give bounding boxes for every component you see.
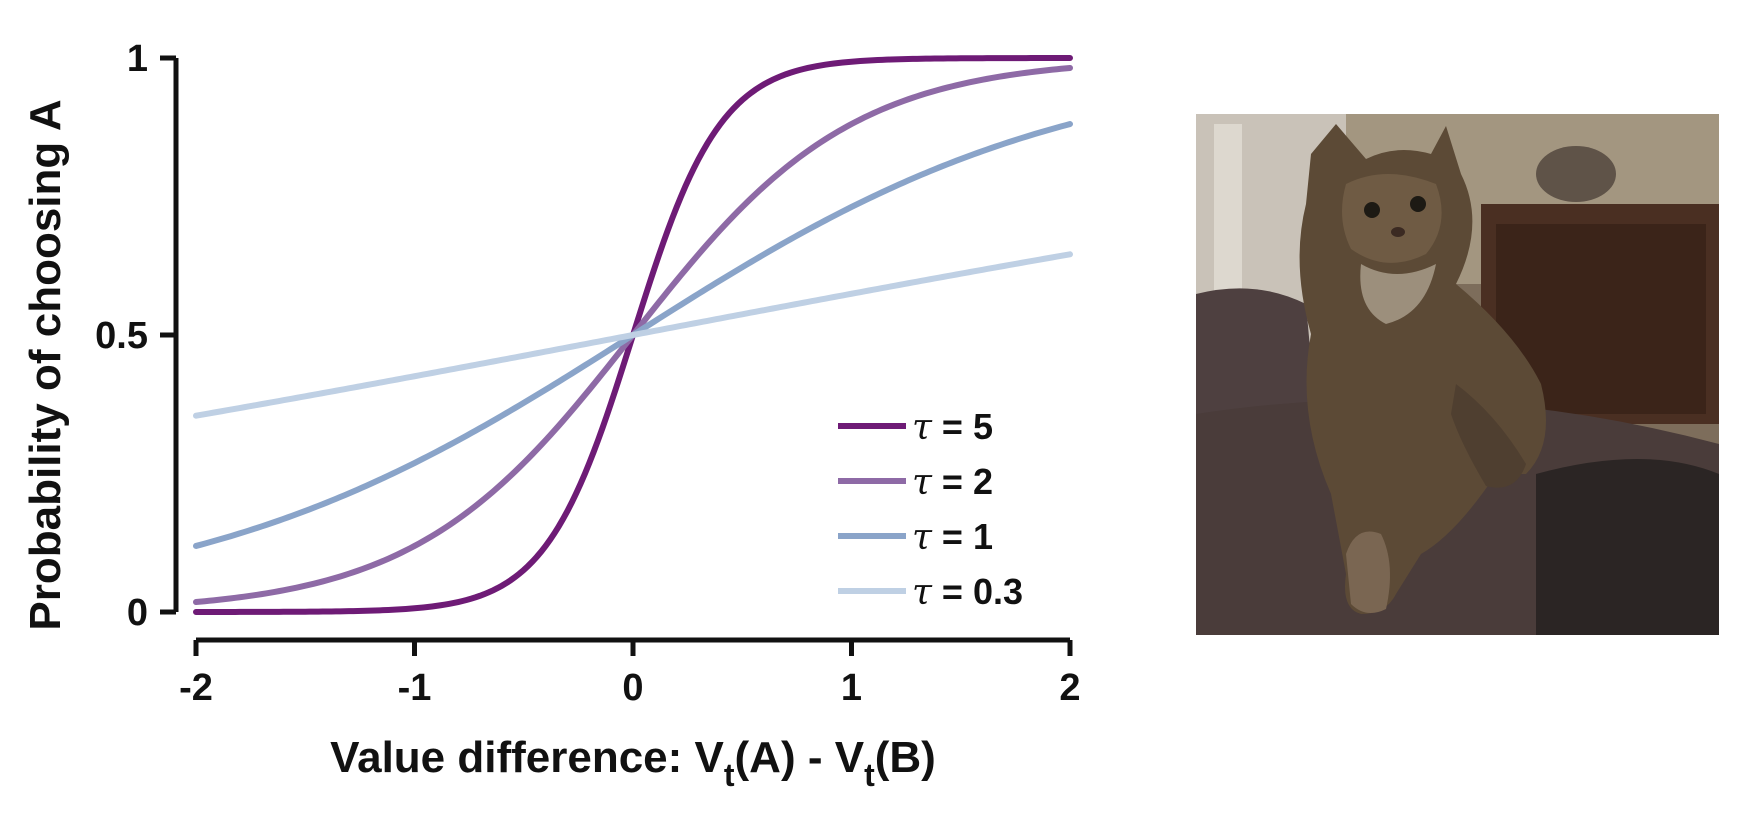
x-tick-label: 0	[622, 667, 643, 709]
y-ticks: 00.51	[95, 38, 176, 634]
x-tick-label: 2	[1059, 667, 1080, 709]
chart: 00.51 -2 -1 0 1 2 Probability of choosing A …	[21, 38, 1081, 793]
y-tick-label: 0	[127, 592, 148, 634]
y-tick-label: 0.5	[95, 315, 148, 357]
x-tick-label: 1	[841, 667, 862, 709]
x-ticks: -2 -1 0 1 2	[179, 640, 1081, 709]
legend-label: τ = 5	[912, 406, 993, 448]
series-line-4	[193, 251, 1073, 419]
legend: τ = 5 τ = 2 τ = 1 τ = 0.3	[838, 406, 1023, 613]
cat-photo	[1196, 114, 1719, 635]
x-axis-title: Value difference: Vt(A) - Vt(B)	[330, 733, 936, 793]
legend-label: τ = 2	[912, 461, 993, 503]
legend-label: τ = 0.3	[912, 571, 1023, 613]
x-tick-label: -1	[398, 667, 432, 709]
x-tick-label: -2	[179, 667, 213, 709]
series-lines	[193, 55, 1073, 615]
y-axis-title: Probability of choosing A	[21, 99, 70, 630]
legend-label: τ = 1	[912, 516, 993, 558]
y-tick-label: 1	[127, 38, 148, 80]
